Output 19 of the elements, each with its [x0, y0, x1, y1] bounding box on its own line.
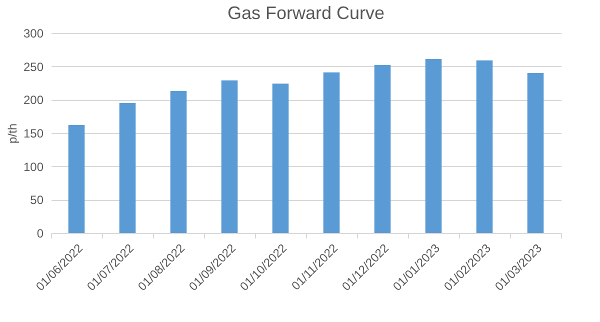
bar: [476, 60, 493, 233]
y-tick-label: 0: [36, 226, 44, 240]
y-tick-label: 250: [23, 60, 44, 74]
bar: [323, 72, 340, 233]
bar: [170, 91, 187, 233]
bar: [425, 59, 442, 233]
bar: [119, 103, 136, 233]
bar: [374, 65, 391, 233]
y-tick-label: 150: [23, 126, 44, 140]
bar: [527, 73, 544, 233]
y-tick-label: 50: [30, 193, 44, 208]
bar: [68, 125, 85, 233]
y-tick-label: 100: [23, 160, 44, 174]
bar: [272, 84, 289, 233]
y-tick-label: 200: [23, 93, 44, 108]
y-axis-title: p/th: [5, 123, 20, 144]
chart-title: Gas Forward Curve: [227, 3, 385, 23]
bar: [221, 80, 238, 233]
y-tick-label: 300: [23, 26, 44, 40]
